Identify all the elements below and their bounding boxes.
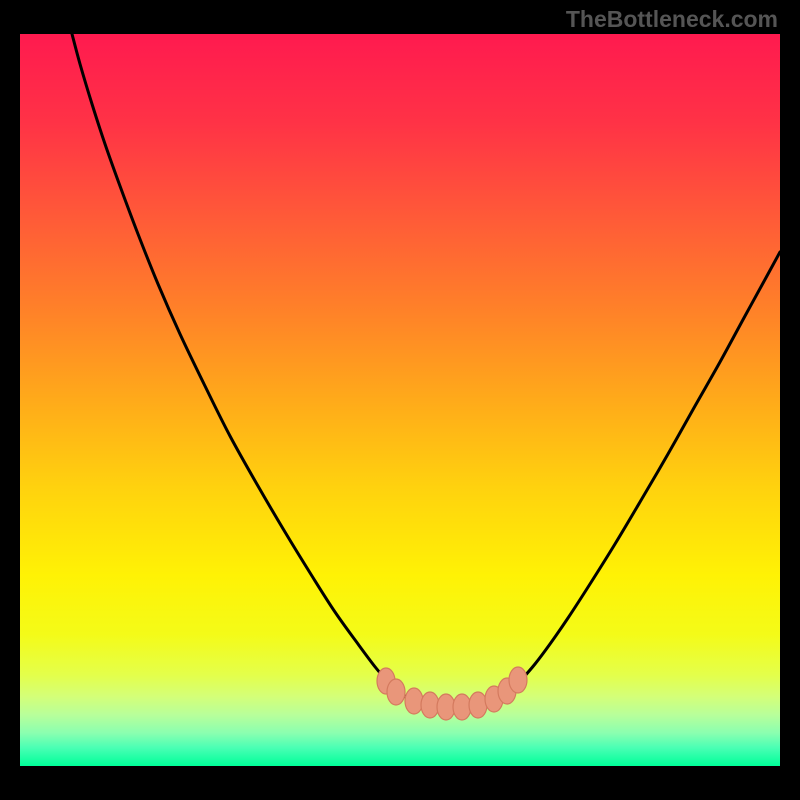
watermark-text: TheBottleneck.com	[566, 6, 778, 33]
bottleneck-curve	[72, 34, 780, 708]
curve-marker	[405, 688, 423, 714]
curve-marker	[453, 694, 471, 720]
marker-group	[377, 667, 527, 720]
curve-marker	[437, 694, 455, 720]
curve-marker	[387, 679, 405, 705]
plot-area	[20, 34, 780, 766]
curve-marker	[509, 667, 527, 693]
curve-layer	[20, 34, 780, 766]
curve-marker	[469, 692, 487, 718]
curve-marker	[421, 692, 439, 718]
